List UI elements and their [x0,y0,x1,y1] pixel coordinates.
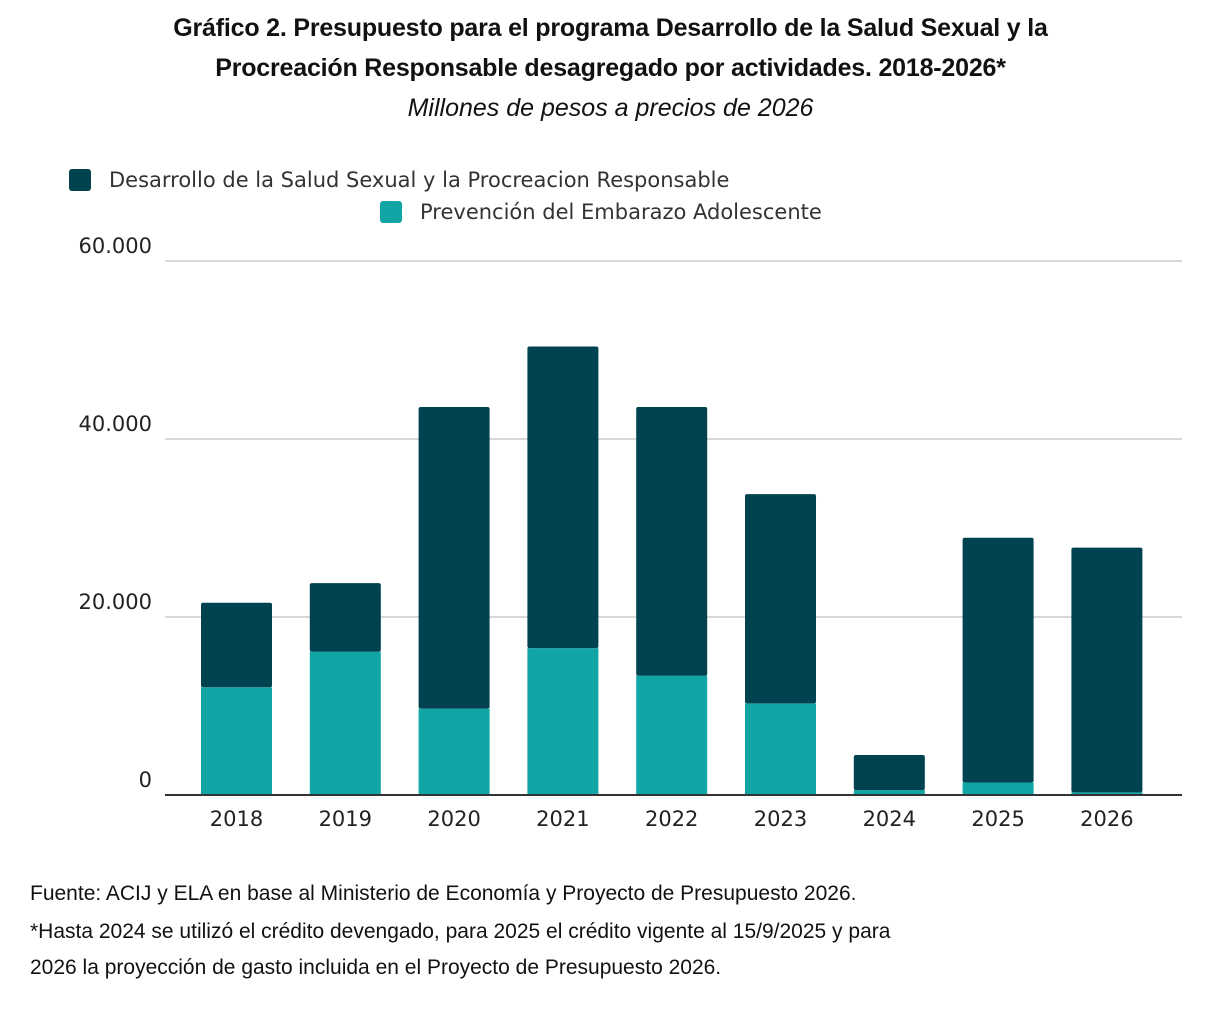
x-tick-label: 2026 [1080,807,1133,831]
bar-desarrollo-2020 [418,406,490,709]
bar-desarrollo-2024 [853,754,925,791]
legend-item-desarrollo: Desarrollo de la Salud Sexual y la Procr… [69,168,729,192]
bar-desarrollo-2018 [201,602,272,688]
bar-prevencion-2019 [309,651,381,795]
bar-desarrollo-2023 [745,494,816,704]
bar-prevencion-2021 [527,648,599,795]
source-note: Fuente: ACIJ y ELA en base al Ministerio… [30,882,857,905]
x-tick-label: 2019 [319,807,372,831]
legend-label-desarrollo: Desarrollo de la Salud Sexual y la Procr… [109,168,730,192]
legend-item-prevencion: Prevención del Embarazo Adolescente [380,200,822,224]
bar-desarrollo-2026 [1071,547,1143,793]
x-tick-label: 2020 [427,807,480,831]
y-tick-label: 60.000 [79,234,152,258]
x-tick-label: 2021 [536,807,589,831]
chart-title-line-2: Procreación Responsable desagregado por … [215,54,1006,82]
bar-prevencion-2018 [201,687,272,795]
footnote-line-1: *Hasta 2024 se utilizó el crédito deveng… [30,920,891,943]
bars [201,346,1143,795]
x-tick-label: 2018 [210,807,263,831]
bar-prevencion-2020 [418,708,490,795]
legend-label-prevencion: Prevención del Embarazo Adolescente [420,200,822,224]
chart-subtitle: Millones de pesos a precios de 2026 [407,94,814,122]
x-axis-ticks: 2018 2019 2020 2021 2022 2023 2024 2025 2026 [210,807,1134,831]
y-tick-label: 20.000 [79,590,152,614]
bar-desarrollo-2022 [636,406,708,676]
bar-desarrollo-2025 [962,537,1034,783]
bar-prevencion-2025 [962,782,1034,795]
y-axis-ticks: 0 20.000 40.000 60.000 [79,234,152,792]
bar-desarrollo-2021 [527,346,599,649]
x-tick-label: 2022 [645,807,698,831]
legend-swatch-prevencion [380,201,402,223]
bar-prevencion-2023 [745,703,816,795]
x-tick-label: 2023 [754,807,807,831]
bar-prevencion-2026 [1071,792,1143,795]
legend-swatch-desarrollo [69,169,91,191]
chart-title-line-1: Gráfico 2. Presupuesto para el programa … [173,14,1048,42]
x-tick-label: 2025 [971,807,1024,831]
x-tick-label: 2024 [863,807,916,831]
footnote-line-2: 2026 la proyección de gasto incluida en … [30,956,722,979]
y-tick-label: 40.000 [79,412,152,436]
bar-prevencion-2024 [853,790,925,795]
bar-desarrollo-2019 [309,583,381,652]
bar-prevencion-2022 [636,675,708,795]
y-tick-label: 0 [139,768,152,792]
